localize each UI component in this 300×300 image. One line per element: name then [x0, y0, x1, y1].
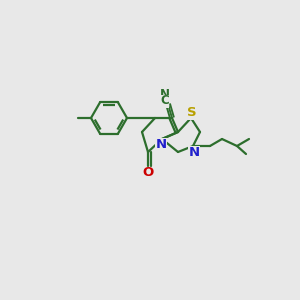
Text: N: N: [155, 137, 167, 151]
Text: S: S: [187, 106, 197, 119]
Text: C: C: [160, 94, 169, 107]
Text: O: O: [142, 167, 154, 179]
Text: N: N: [188, 146, 200, 158]
Text: N: N: [160, 88, 170, 100]
